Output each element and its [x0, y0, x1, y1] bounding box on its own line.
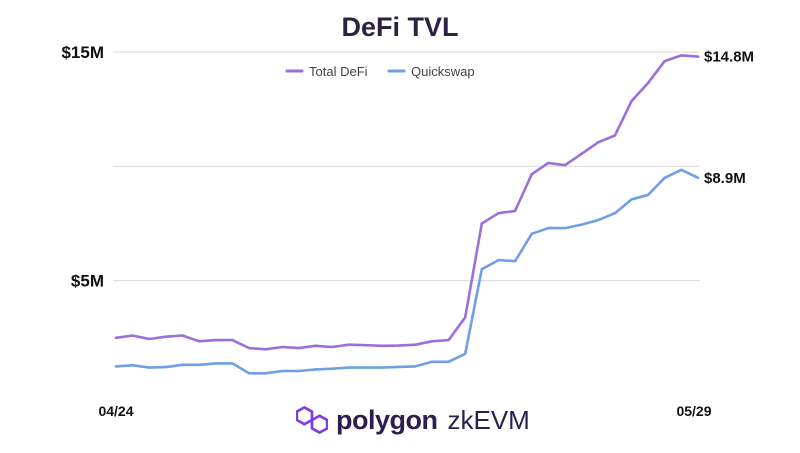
data-point-total-defi: [630, 99, 633, 103]
data-point-quickswap: [414, 365, 417, 368]
data-point-quickswap: [181, 363, 184, 367]
data-point-total-defi: [264, 348, 267, 351]
data-point-total-defi: [181, 334, 184, 337]
data-point-quickswap: [646, 193, 650, 197]
data-point-total-defi: [231, 338, 234, 342]
data-point-quickswap: [613, 212, 617, 215]
data-point-quickswap: [247, 372, 251, 375]
data-point-quickswap: [597, 218, 600, 222]
data-point-quickswap: [447, 360, 450, 364]
data-point-total-defi: [397, 344, 400, 347]
data-point-total-defi: [414, 343, 417, 346]
data-point-quickswap: [281, 369, 284, 373]
data-point-quickswap: [231, 362, 234, 365]
data-point-quickswap: [430, 360, 434, 364]
data-point-total-defi: [148, 337, 151, 341]
data-point-quickswap: [380, 366, 384, 369]
data-point-quickswap: [297, 369, 301, 373]
x-tick-label-start: 04/24: [98, 403, 133, 419]
chart-title: DeFi TVL: [341, 12, 458, 42]
y-tick-label: $5M: [71, 272, 104, 291]
data-point-quickswap: [563, 226, 567, 230]
data-point-total-defi: [497, 212, 500, 215]
data-point-total-defi: [480, 222, 484, 225]
data-point-total-defi: [563, 163, 567, 167]
brand-logo: polygon zkEVM: [296, 402, 530, 438]
data-point-quickswap: [630, 198, 633, 201]
series-line-total-defi: [114, 54, 700, 351]
data-point-total-defi: [131, 334, 134, 337]
end-value-label-total-defi: $14.8M: [704, 49, 754, 66]
data-point-total-defi: [247, 346, 251, 350]
data-point-quickswap: [114, 365, 118, 368]
legend: Total DeFi Quickswap: [285, 64, 475, 79]
data-point-total-defi: [597, 141, 600, 144]
data-point-total-defi: [547, 161, 550, 165]
data-point-total-defi: [530, 173, 533, 176]
data-point-total-defi: [330, 345, 334, 349]
data-point-quickswap: [314, 368, 317, 371]
data-point-quickswap: [397, 365, 400, 369]
data-point-total-defi: [613, 134, 617, 137]
data-point-quickswap: [680, 168, 683, 171]
data-point-total-defi: [197, 340, 201, 343]
data-point-total-defi: [281, 345, 284, 349]
data-point-total-defi: [696, 55, 700, 58]
data-point-quickswap: [197, 363, 201, 367]
data-point-quickswap: [480, 268, 484, 271]
data-point-total-defi: [347, 343, 350, 346]
data-point-quickswap: [148, 366, 151, 369]
data-point-total-defi: [314, 344, 317, 348]
data-point-quickswap: [464, 352, 467, 356]
data-point-quickswap: [530, 232, 533, 235]
data-point-quickswap: [330, 367, 334, 370]
data-point-total-defi: [364, 343, 367, 347]
data-point-total-defi: [646, 81, 650, 85]
data-point-total-defi: [447, 338, 450, 342]
data-point-total-defi: [214, 338, 217, 342]
data-point-quickswap: [364, 366, 367, 369]
data-point-total-defi: [114, 336, 118, 340]
data-point-quickswap: [696, 176, 700, 179]
data-point-quickswap: [131, 364, 134, 367]
data-point-total-defi: [430, 340, 434, 343]
polygon-logo-icon: [296, 406, 328, 434]
data-point-total-defi: [513, 209, 517, 213]
data-point-total-defi: [464, 316, 467, 319]
data-point-quickswap: [347, 366, 350, 369]
data-point-quickswap: [663, 176, 666, 179]
data-point-total-defi: [663, 59, 666, 63]
data-point-quickswap: [214, 362, 217, 365]
data-point-quickswap: [164, 365, 168, 369]
data-point-total-defi: [297, 346, 301, 350]
data-point-total-defi: [164, 335, 168, 338]
legend-label-total-defi: Total DeFi: [309, 64, 368, 79]
brand-product: zkEVM: [447, 404, 530, 435]
end-value-label-quickswap: $8.9M: [704, 170, 746, 187]
data-point-total-defi: [680, 54, 683, 57]
y-tick-label: $15M: [61, 43, 104, 62]
data-point-quickswap: [580, 223, 583, 226]
data-point-quickswap: [264, 372, 267, 375]
data-point-quickswap: [547, 226, 550, 230]
legend-label-quickswap: Quickswap: [411, 64, 475, 79]
data-point-quickswap: [513, 260, 517, 263]
x-tick-label-end: 05/29: [676, 403, 711, 419]
data-point-total-defi: [380, 344, 384, 348]
brand-name: polygon: [336, 404, 438, 435]
data-point-quickswap: [497, 258, 500, 262]
data-point-total-defi: [580, 152, 583, 155]
series-line-quickswap: [114, 168, 700, 375]
